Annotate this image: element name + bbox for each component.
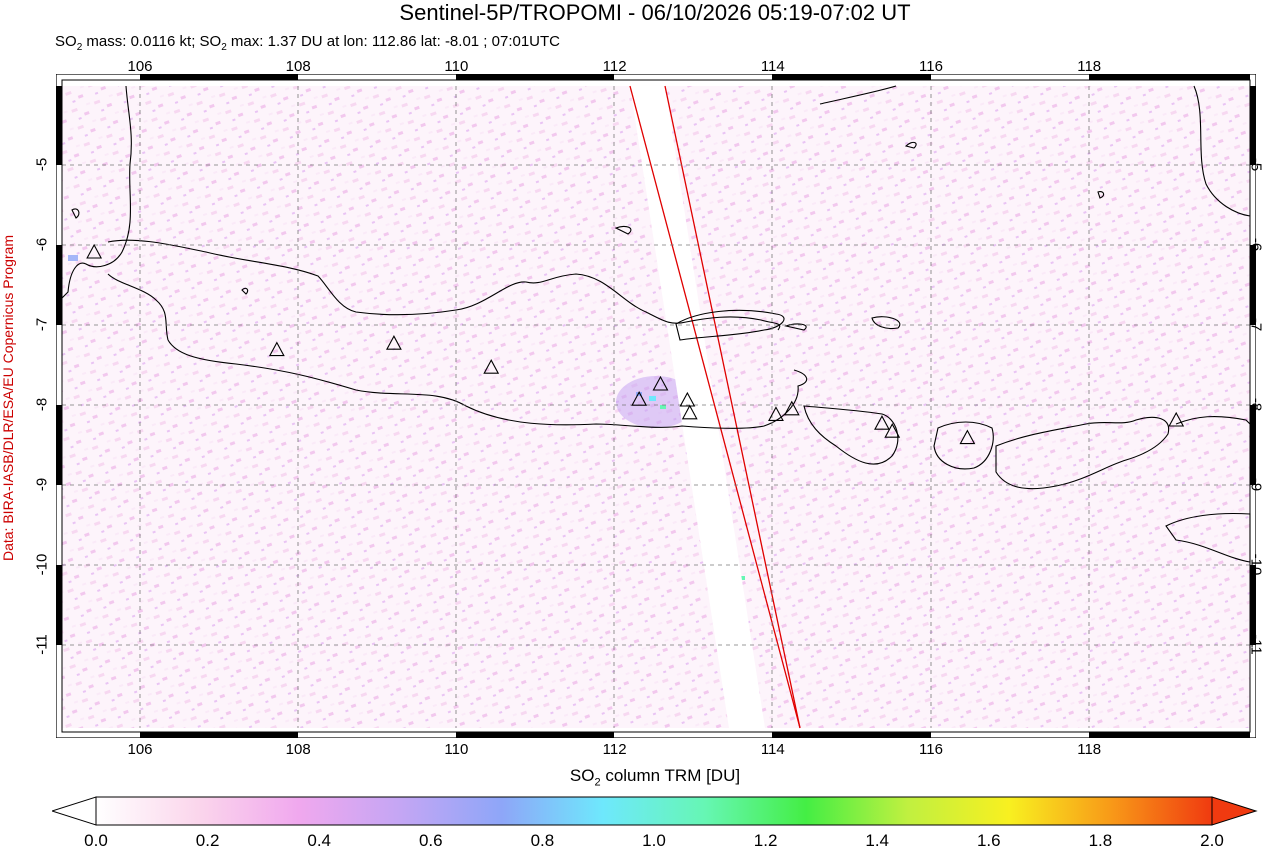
colorbar-tick-label: 0.2 <box>195 831 220 850</box>
lon-tick-label: 114 <box>760 58 785 75</box>
lat-tick-label: -8 <box>1247 397 1265 412</box>
lon-tick-label: 110 <box>444 58 469 75</box>
volcano-triangle-icon <box>679 391 696 407</box>
colorbar-tick-label: 1.0 <box>642 831 666 850</box>
colorbar-under-arrow <box>52 796 97 826</box>
colorbar-tick-label: 0.4 <box>307 831 331 850</box>
colorbar-tick-label: 2.0 <box>1200 831 1224 850</box>
colorbar <box>52 796 1258 826</box>
map-border <box>56 74 1256 738</box>
lat-tick-label: -5 <box>33 157 51 172</box>
map-title: Sentinel-5P/TROPOMI - 06/10/2026 05:19-0… <box>399 0 911 25</box>
coastlines <box>61 85 1251 563</box>
lon-tick-label: 110 <box>444 741 469 758</box>
so2-plume <box>616 376 696 428</box>
volcano-triangle-icon <box>783 400 800 416</box>
volcano-triangle-icon <box>631 391 648 406</box>
data-credit: Data: BIRA-IASB/DLR/ESA/EU Copernicus Pr… <box>0 235 16 562</box>
lat-tick-label: -6 <box>1247 237 1265 252</box>
volcano-triangle-icon <box>483 359 500 374</box>
volcano-triangle-icon <box>768 406 784 421</box>
lat-tick-label: -8 <box>33 397 51 412</box>
volcano-triangle-icon <box>681 404 698 420</box>
colorbar-over-arrow <box>1211 796 1258 826</box>
lon-tick-label: 106 <box>127 58 153 75</box>
volcano-triangle-icon <box>959 429 976 445</box>
colorbar-tick-label: 1.8 <box>1088 831 1113 850</box>
lon-tick-label: 108 <box>285 741 311 758</box>
lon-tick-label: 118 <box>1077 741 1102 758</box>
colorbar-tick-label: 1.4 <box>865 831 889 850</box>
volcano-triangle-icon <box>268 341 285 357</box>
so2-summary: SO2 mass: 0.0116 kt; SO2 max: 1.37 DU at… <box>55 33 560 53</box>
swath-edge-left <box>629 85 801 729</box>
so2-high-pixel <box>660 405 666 409</box>
lat-tick-label: -10 <box>33 553 51 576</box>
volcano-triangle-icon <box>652 375 669 391</box>
colorbar-tick-label: 0.0 <box>84 831 108 850</box>
lat-tick-label: -7 <box>1247 317 1265 332</box>
volcano-markers <box>86 243 1185 445</box>
volcano-triangle-icon <box>884 423 901 438</box>
lon-tick-label: 112 <box>602 58 627 75</box>
lon-tick-label: 108 <box>285 58 311 75</box>
lon-tick-label: 116 <box>919 58 943 75</box>
so2-pixel <box>636 392 642 396</box>
lat-tick-label: -9 <box>33 477 51 492</box>
lat-tick-label: -11 <box>33 634 51 655</box>
lon-tick-label: 116 <box>919 741 943 758</box>
colorbar-tick-label: 0.8 <box>530 831 555 850</box>
lat-tick-label: -6 <box>33 237 51 252</box>
swath-edge-right <box>664 85 801 729</box>
lat-tick-label: -10 <box>1247 553 1265 576</box>
graticule <box>62 86 1250 728</box>
map-canvas <box>56 74 1256 738</box>
so2-max-pixel <box>649 396 656 401</box>
volcano-triangle-icon <box>86 243 103 259</box>
swath-gap <box>630 86 765 728</box>
volcano-triangle-icon <box>1168 411 1185 427</box>
colorbar-gradient <box>95 796 1213 826</box>
map-panel[interactable] <box>56 74 1256 738</box>
lon-tick-label: 118 <box>1077 58 1102 75</box>
colorbar-tick-label: 1.6 <box>976 831 1001 850</box>
volcano-triangle-icon <box>385 335 402 350</box>
lat-tick-label: -9 <box>1247 477 1265 492</box>
colorbar-tick-label: 0.6 <box>418 831 443 850</box>
lon-tick-label: 106 <box>127 741 153 758</box>
colorbar-title: SO2 column TRM [DU] <box>569 766 741 789</box>
lon-tick-label: 112 <box>602 741 627 758</box>
volcano-triangle-icon <box>874 415 890 430</box>
lat-tick-label: -5 <box>1247 157 1265 172</box>
lat-tick-label: -11 <box>1247 634 1265 655</box>
colorbar-tick-label: 1.2 <box>753 831 778 850</box>
so2-pixel-west <box>68 255 78 261</box>
lat-tick-label: -7 <box>33 317 51 332</box>
lon-tick-label: 114 <box>760 741 785 758</box>
